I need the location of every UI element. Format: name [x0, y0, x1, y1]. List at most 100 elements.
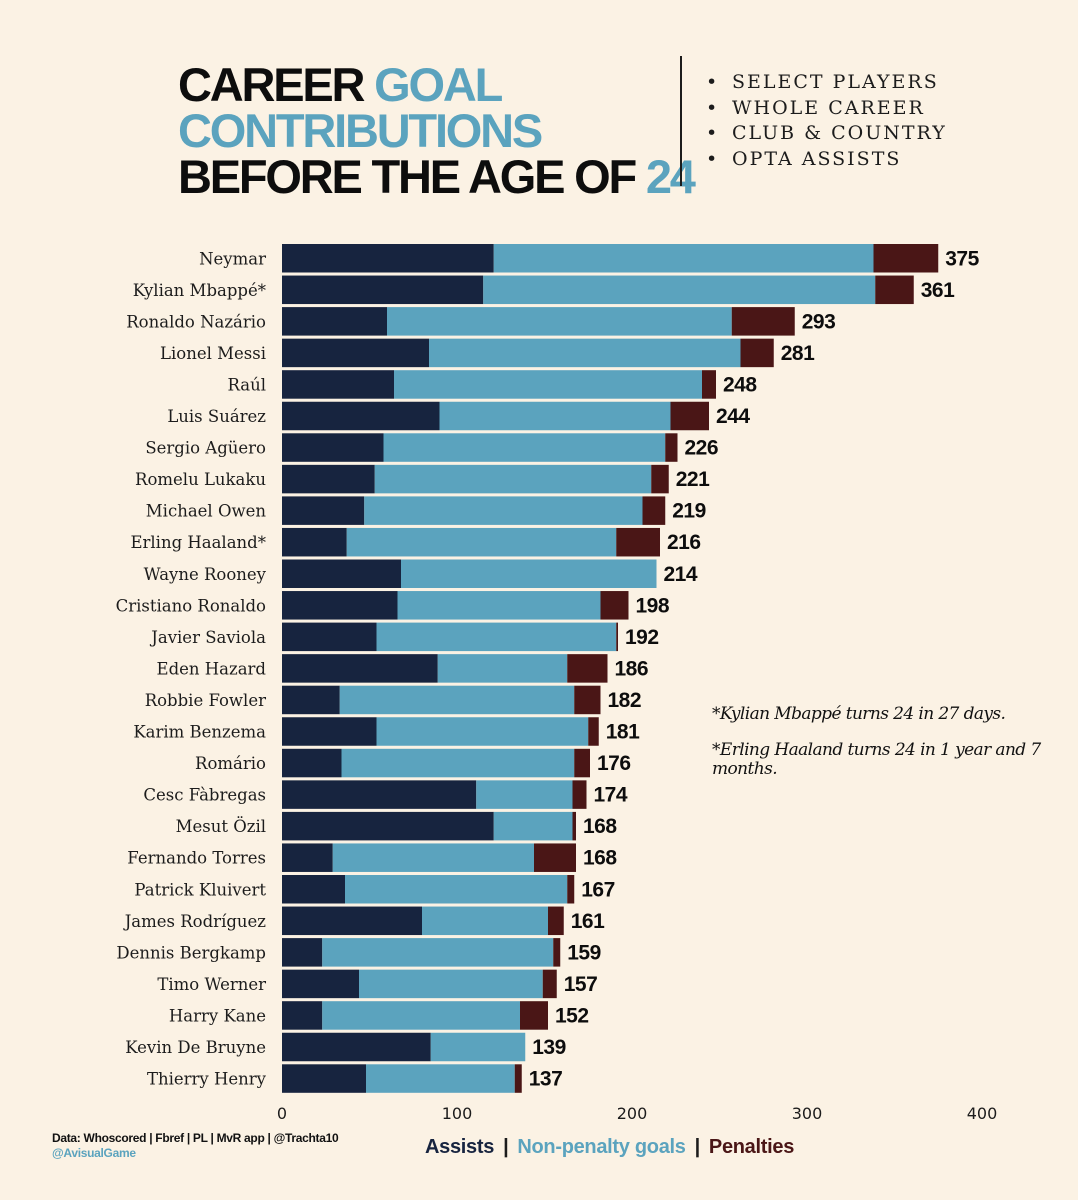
data-source: Data: Whoscored | Fbref | PL | MvR app |… — [52, 1131, 339, 1145]
player-label: Erling Haaland* — [130, 533, 266, 552]
bar-segment-assists — [282, 370, 394, 399]
bar-segment-penalties — [731, 307, 795, 336]
bar-segment-assists — [282, 1001, 323, 1030]
x-tick-label: 400 — [967, 1104, 998, 1123]
total-label: 176 — [597, 752, 631, 775]
legend-assists: Assists — [425, 1136, 495, 1158]
bar-segment-non-penalty-goals — [429, 338, 741, 368]
bar-segment-assists — [282, 780, 477, 809]
bar-segment-non-penalty-goals — [359, 969, 543, 999]
total-label: 219 — [672, 500, 706, 523]
legend: Assists | Non-penalty goals | Penalties — [425, 1136, 794, 1159]
total-label: 221 — [676, 468, 710, 491]
bar-segment-penalties — [600, 591, 629, 620]
bar-segment-penalties — [616, 527, 660, 557]
x-tick-label: 100 — [442, 1104, 473, 1123]
bar-segment-non-penalty-goals — [346, 527, 617, 557]
credits: Data: Whoscored | Fbref | PL | MvR app |… — [52, 1131, 339, 1161]
bar-segment-penalties — [670, 401, 709, 431]
bar-segment-penalties — [520, 1001, 548, 1030]
total-label: 161 — [571, 910, 605, 933]
title-contributions: CONTRIBUTIONS — [178, 104, 543, 157]
bar-segment-non-penalty-goals — [483, 275, 876, 305]
player-label: Kylian Mbappé* — [133, 281, 266, 300]
total-label: 159 — [567, 941, 601, 964]
title-age: 24 — [645, 150, 696, 203]
bar-segment-penalties — [572, 811, 576, 841]
bar-segment-assists — [282, 1064, 366, 1093]
bar-segment-assists — [282, 717, 377, 746]
bar-segment-non-penalty-goals — [397, 591, 601, 620]
bar-segment-assists — [282, 338, 429, 368]
footnote-haaland: *Erling Haaland turns 24 in 1 year and 7… — [712, 740, 1041, 779]
bar-segment-non-penalty-goals — [332, 843, 534, 872]
title-goal: GOAL — [374, 58, 503, 111]
bar-segment-penalties — [616, 622, 618, 652]
bar-segment-assists — [282, 811, 494, 841]
bar-segment-non-penalty-goals — [401, 559, 657, 588]
player-label: Dennis Bergkamp — [116, 943, 266, 962]
bar-segment-assists — [282, 906, 422, 936]
legend-penalties: Penalties — [708, 1136, 795, 1158]
bar-segment-assists — [282, 969, 359, 999]
bar-segment-penalties — [567, 875, 575, 904]
bar-segment-assists — [282, 244, 494, 273]
player-label: Wayne Rooney — [144, 565, 267, 584]
title-before-age: BEFORE THE AGE OF — [178, 150, 646, 203]
total-label: 248 — [723, 373, 757, 396]
total-label: 168 — [583, 847, 617, 870]
total-label: 198 — [636, 594, 670, 617]
total-label: 137 — [529, 1068, 563, 1091]
bar-segment-penalties — [642, 496, 666, 525]
bar-segment-non-penalty-goals — [394, 370, 702, 399]
player-label: Harry Kane — [169, 1006, 266, 1025]
x-tick-label: 0 — [277, 1104, 287, 1123]
total-label: 244 — [716, 405, 750, 428]
player-label: Karim Benzema — [133, 723, 266, 742]
bar-segment-penalties — [548, 906, 564, 936]
bar-segment-non-penalty-goals — [322, 938, 554, 967]
player-label: Sergio Agüero — [145, 439, 266, 458]
bar-segment-assists — [282, 875, 345, 904]
bullet-item: CLUB & COUNTRY — [706, 121, 947, 147]
bar-segment-non-penalty-goals — [341, 748, 575, 778]
total-label: 216 — [667, 531, 701, 554]
player-label: Luis Suárez — [167, 407, 266, 426]
bar-segment-non-penalty-goals — [437, 654, 568, 683]
player-label: Timo Werner — [157, 975, 266, 994]
total-label: 361 — [921, 279, 955, 302]
bar-segment-non-penalty-goals — [493, 811, 573, 841]
bar-segment-non-penalty-goals — [476, 780, 573, 809]
total-label: 152 — [555, 1004, 589, 1027]
player-label: Michael Owen — [146, 502, 267, 521]
bar-segment-assists — [282, 275, 484, 305]
bar-segment-assists — [282, 591, 398, 620]
legend-separator: | — [694, 1136, 701, 1158]
header-divider — [680, 56, 682, 186]
legend-separator: | — [503, 1136, 509, 1158]
x-tick-label: 300 — [792, 1104, 823, 1123]
bar-segment-assists — [282, 938, 323, 967]
bar-segment-penalties — [740, 338, 774, 368]
bar-segment-penalties — [553, 938, 561, 967]
bar-segment-assists — [282, 748, 342, 778]
bar-segment-assists — [282, 1032, 431, 1062]
bullet-item: OPTA ASSISTS — [706, 147, 947, 173]
player-label: Thierry Henry — [147, 1070, 267, 1089]
bar-segment-assists — [282, 622, 377, 652]
bar-segment-penalties — [534, 843, 576, 872]
bar-segment-penalties — [542, 969, 557, 999]
bar-segment-non-penalty-goals — [366, 1064, 515, 1093]
bullet-item: SELECT PLAYERS — [706, 70, 947, 96]
bar-segment-non-penalty-goals — [345, 875, 568, 904]
total-label: 293 — [802, 310, 836, 333]
player-label: Cesc Fàbregas — [143, 786, 266, 805]
bar-segment-non-penalty-goals — [387, 307, 732, 336]
author-handle: @AvisualGame — [52, 1146, 136, 1160]
bullet-item: WHOLE CAREER — [706, 96, 947, 122]
bar-segment-assists — [282, 843, 333, 872]
bar-segment-assists — [282, 307, 387, 336]
bar-chart: Neymar 375 Kylian Mbappé* 361 Ronaldo Nazári… — [116, 244, 998, 1123]
bar-segment-assists — [282, 559, 401, 588]
bar-segment-assists — [282, 401, 440, 431]
